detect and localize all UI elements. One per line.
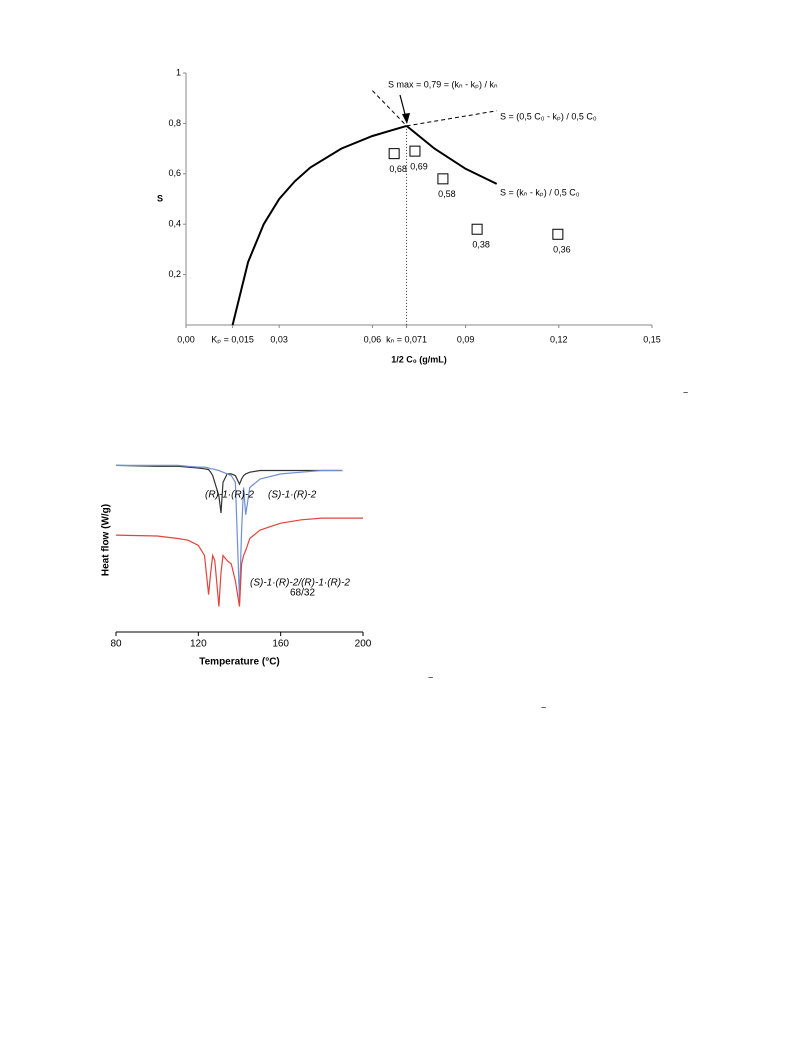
fragment: − <box>541 702 546 712</box>
x-tick-label: 120 <box>190 639 207 650</box>
x-tick-label: 0,09 <box>457 334 475 344</box>
x-tick-label: 80 <box>110 639 122 650</box>
fragments: − − − <box>428 387 688 712</box>
series-line <box>115 464 343 514</box>
series-label: (S)-1·(R)-2 <box>268 490 317 501</box>
x-tick-label: 200 <box>355 639 372 650</box>
data-label: 0,58 <box>438 189 456 199</box>
y-axis-label: S <box>157 193 163 203</box>
x-tick-label: 0,03 <box>270 334 288 344</box>
y-tick-label: 0,4 <box>168 219 181 229</box>
x-axis-label: Temperature (°C) <box>199 657 280 668</box>
data-label: 0,68 <box>389 164 407 174</box>
fragment: − <box>428 672 433 682</box>
fragment: − <box>683 387 688 397</box>
data-point <box>437 173 449 185</box>
x-axis-label: 1/2 C₀ (g/mL) <box>391 354 447 364</box>
x-tick-label: 0,12 <box>550 334 568 344</box>
data-label: 0,38 <box>472 240 490 250</box>
chart-dsc: 80 120 160 200 Temperature (°C) Heat flow (W/… <box>101 464 372 668</box>
x-tick-label: kₙ = 0,071 <box>386 334 427 344</box>
data-point <box>552 228 564 240</box>
annotation: S = (0,5 C₀ - kₚ) / 0,5 C₀ <box>500 111 597 121</box>
curve <box>406 110 497 127</box>
annotation: S max = 0,79 = (kₙ - kₚ) / kₙ <box>388 79 498 89</box>
series-label: (R)-1·(R)-2 <box>205 490 254 501</box>
y-tick-label: 1 <box>176 67 181 77</box>
x-tick-label: 0,06 <box>364 334 382 344</box>
annotation: S = (kₙ - kₚ) / 0,5 C₀ <box>500 187 580 197</box>
annotation: 68/32 <box>290 588 315 599</box>
y-axis-label: Heat flow (W/g) <box>101 504 112 576</box>
y-tick-label: 0,8 <box>168 118 181 128</box>
curve <box>372 90 407 127</box>
data-label: 0,69 <box>410 161 428 171</box>
arrow-head <box>402 113 410 124</box>
x-tick-label: Kₚ = 0,015 <box>211 334 254 344</box>
series-line <box>115 517 363 607</box>
curve <box>231 124 407 326</box>
chart-selectivity: 0,2 0,4 0,6 0,8 1 0,00 Kₚ = 0,015 0,03 0,06 kₙ = … <box>157 67 661 364</box>
x-tick-label: 0,00 <box>177 334 195 344</box>
x-tick-label: 0,15 <box>643 334 661 344</box>
series-line <box>116 464 343 600</box>
y-tick-label: 0,2 <box>168 269 181 279</box>
data-point <box>471 223 483 235</box>
y-tick-label: 0,6 <box>168 168 181 178</box>
data-point <box>409 145 421 157</box>
data-point <box>388 148 400 160</box>
series-label: (S)-1·(R)-2/(R)-1·(R)-2 <box>250 578 350 589</box>
data-label: 0,36 <box>553 245 571 255</box>
curve <box>405 125 498 185</box>
x-tick-label: 160 <box>272 639 289 650</box>
